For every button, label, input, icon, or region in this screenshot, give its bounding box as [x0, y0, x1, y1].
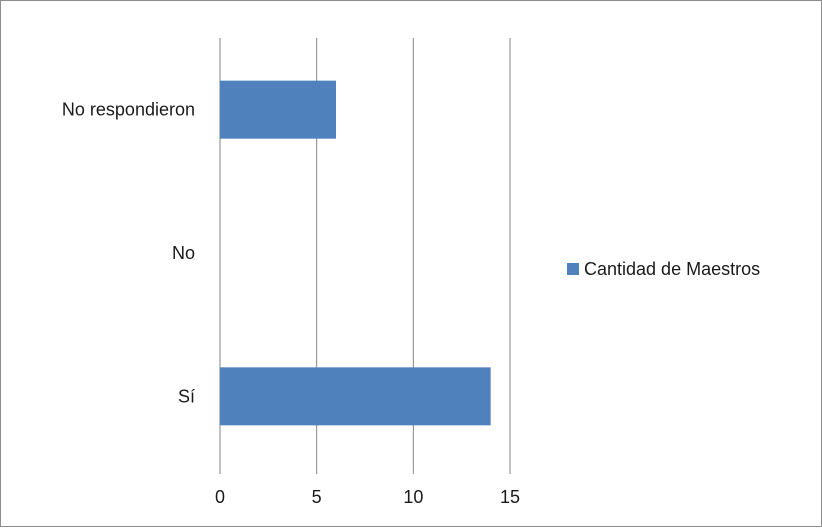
bar-no-respondieron [220, 80, 336, 139]
x-tick-label: 5 [312, 487, 322, 507]
category-label: Sí [178, 386, 195, 406]
legend-swatch [567, 263, 579, 275]
x-tick-label: 0 [215, 487, 225, 507]
x-tick-label: 15 [500, 487, 520, 507]
x-tick-label: 10 [403, 487, 423, 507]
bar-sí [220, 367, 491, 426]
legend-label: Cantidad de Maestros [584, 259, 760, 279]
category-label: No respondieron [62, 100, 195, 120]
category-label: No [172, 243, 195, 263]
